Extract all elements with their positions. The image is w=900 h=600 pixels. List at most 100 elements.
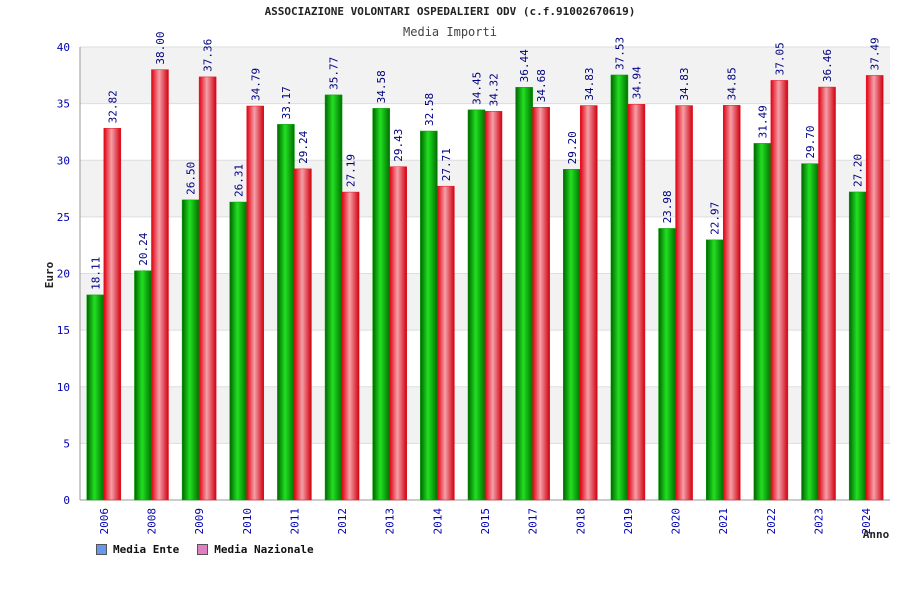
legend-item-media-ente: Media Ente [96, 543, 179, 556]
bar [134, 270, 152, 501]
y-tick-label: 30 [57, 154, 70, 167]
x-tick-label: 2022 [765, 508, 778, 535]
data-label: 27.20 [852, 154, 865, 187]
bar [103, 128, 122, 501]
data-label: 34.79 [249, 68, 262, 101]
x-tick-label: 2006 [98, 508, 111, 535]
data-label: 34.45 [471, 72, 484, 105]
y-tick-label: 25 [57, 211, 70, 224]
data-label: 32.58 [423, 93, 436, 126]
data-label: 34.83 [583, 67, 596, 100]
y-tick-label: 0 [63, 494, 70, 507]
x-tick-label: 2020 [670, 508, 683, 535]
bar [753, 143, 772, 501]
data-label: 34.83 [678, 67, 691, 100]
y-tick-label: 10 [57, 381, 70, 394]
y-tick-label: 5 [63, 437, 70, 450]
legend-swatch-media-nazionale [197, 544, 209, 555]
data-label: 23.98 [661, 190, 674, 223]
bar [658, 228, 676, 501]
bar [420, 130, 438, 501]
x-tick-label: 2014 [431, 508, 444, 535]
bar [484, 111, 503, 501]
bar [770, 80, 789, 501]
chart-title: ASSOCIAZIONE VOLONTARI OSPEDALIERI ODV (… [264, 5, 636, 18]
bar [181, 199, 200, 501]
data-label: 26.31 [232, 164, 245, 197]
bar [467, 109, 486, 501]
y-axis-title: Euro [43, 261, 56, 288]
data-label: 34.58 [375, 70, 388, 103]
x-tick-label: 2021 [717, 508, 730, 535]
bar [532, 106, 550, 501]
data-label: 27.19 [345, 154, 358, 187]
bar [229, 201, 248, 501]
data-label: 37.05 [773, 42, 786, 75]
x-tick-label: 2011 [288, 508, 301, 535]
bar [563, 169, 581, 501]
legend-label-media-ente: Media Ente [113, 543, 180, 556]
data-label: 37.49 [869, 37, 882, 70]
data-label: 29.70 [804, 126, 817, 159]
data-label: 36.46 [821, 49, 834, 82]
bar [372, 108, 390, 501]
data-label: 29.24 [297, 130, 310, 163]
chart-subtitle: Media Importi [403, 25, 497, 39]
bar [246, 105, 265, 501]
x-tick-label: 2010 [241, 508, 254, 535]
bar [324, 94, 343, 501]
legend-swatch-media-ente [96, 544, 107, 555]
data-label: 37.53 [613, 37, 626, 70]
bar [818, 86, 836, 501]
bar [151, 69, 169, 501]
data-label: 26.50 [185, 162, 198, 195]
bar [277, 124, 295, 501]
data-label: 34.32 [488, 73, 501, 106]
bar [722, 105, 741, 501]
legend-label-media-nazionale: Media Nazionale [214, 543, 314, 556]
data-label: 37.36 [202, 39, 215, 72]
data-label: 38.00 [154, 32, 167, 65]
bar [610, 74, 629, 501]
x-tick-label: 2018 [574, 508, 587, 535]
y-tick-label: 15 [57, 324, 70, 337]
x-axis-title: Anno [863, 528, 890, 541]
y-tick-label: 20 [57, 268, 70, 281]
data-label: 34.94 [630, 66, 643, 99]
x-tick-label: 2017 [527, 508, 540, 535]
x-tick-label: 2009 [193, 508, 206, 535]
data-label: 29.20 [566, 131, 579, 164]
data-label: 22.97 [709, 202, 722, 235]
data-label: 18.11 [89, 257, 102, 290]
data-label: 36.44 [518, 49, 531, 82]
x-tick-label: 2023 [813, 508, 826, 535]
data-label: 32.82 [106, 90, 119, 123]
x-tick-label: 2012 [336, 508, 349, 535]
data-label: 29.43 [392, 129, 405, 162]
x-tick-label: 2024 [860, 508, 873, 535]
bar [294, 168, 312, 501]
bar [848, 191, 867, 501]
legend-item-media-nazionale: Media Nazionale [197, 543, 314, 556]
data-label: 31.49 [756, 105, 769, 138]
bar [86, 294, 105, 501]
bar [341, 191, 360, 501]
y-tick-label: 35 [57, 98, 70, 111]
data-label: 20.24 [137, 232, 150, 265]
bar [437, 185, 455, 501]
x-tick-label: 2013 [384, 508, 397, 535]
bar [705, 239, 724, 501]
x-tick-label: 2008 [145, 508, 158, 535]
x-tick-label: 2015 [479, 508, 492, 535]
bar [675, 105, 693, 501]
bar [627, 104, 646, 501]
bar [198, 76, 217, 501]
bar [801, 163, 819, 501]
y-tick-label: 40 [57, 41, 70, 54]
data-label: 34.68 [535, 69, 548, 102]
x-tick-label: 2019 [622, 508, 635, 535]
bar [865, 75, 884, 501]
data-label: 34.85 [726, 67, 739, 100]
data-label: 27.71 [440, 148, 453, 181]
